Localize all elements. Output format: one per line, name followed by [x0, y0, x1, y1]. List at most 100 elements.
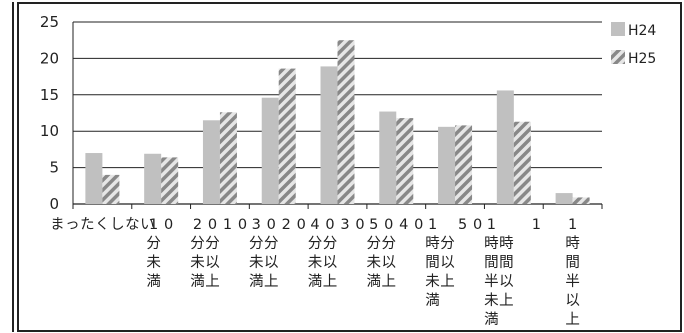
category-label-char: 未 — [146, 254, 161, 271]
category-label-char: 満 — [367, 273, 382, 290]
bar-h24-2 — [202, 120, 220, 204]
category-label-char: 1 — [532, 217, 541, 233]
category-label-char: 半 — [484, 273, 499, 290]
category-label-char: な — [125, 216, 140, 233]
category-label-char: 2 — [282, 217, 291, 233]
category-label-char: 以 — [440, 255, 455, 271]
category-label-char: っ — [65, 217, 80, 233]
category-label-char: 時 — [484, 235, 499, 252]
category-label-char: 0 — [325, 217, 334, 233]
category-label-char: 5 — [458, 217, 467, 233]
bar-h24-4 — [320, 66, 338, 204]
category-label-char: ま — [50, 217, 64, 233]
bar-h25-1 — [161, 157, 179, 204]
y-tick-label: 20 — [40, 49, 59, 67]
category-label-char: 未 — [425, 273, 440, 290]
category-label-char: 未 — [484, 292, 499, 309]
category-label-char: 間 — [565, 255, 580, 271]
category-label-char: 以 — [382, 255, 397, 271]
category-label-char: 5 — [369, 217, 378, 233]
category-label-char: 0 — [208, 217, 217, 233]
category-label-char: 3 — [340, 217, 349, 233]
category-label-char: 以 — [565, 293, 580, 309]
category-label-char: 分 — [308, 235, 323, 252]
category-label-char: 分 — [323, 235, 338, 252]
category-label-char: 0 — [238, 217, 247, 233]
bar-h24-3 — [261, 97, 279, 204]
legend-swatch-h25 — [611, 50, 625, 64]
y-tick-label: 10 — [40, 122, 59, 140]
category-label-char: 4 — [399, 217, 408, 233]
category-label-char: 満 — [249, 273, 264, 290]
chart-frame: 0 5 10 15 20 25 まったくしない 1 0 分未満 2 0 1 0 分分未以満上 3 0 2 0 分分未以… — [17, 2, 682, 332]
category-label-char: 1 — [223, 217, 232, 233]
category-label-char: 分 — [205, 235, 220, 252]
bar-chart: 0510152025まったくしない1 0分未満2 0 1 0分 分未 以満 上3 0 2 0分 分未以… — [40, 13, 657, 328]
y-tick-label: 0 — [49, 195, 59, 213]
adjacent-panel-edge — [0, 2, 14, 332]
category-label-char: 分 — [440, 235, 455, 252]
category-label-char: し — [110, 217, 125, 233]
bar-h24-7 — [496, 90, 514, 204]
category-label-char: 1 — [487, 217, 496, 233]
category-label-char: 分 — [382, 235, 397, 252]
bar-h25-3 — [278, 68, 296, 204]
category-label-char: 間 — [499, 255, 514, 271]
category-label-char: く — [95, 217, 110, 233]
category-label-char: 間 — [425, 255, 440, 271]
bar-h25-2 — [219, 112, 237, 204]
bar-h24-8 — [555, 193, 573, 204]
category-label-char: 1 — [428, 217, 437, 233]
category-label-char: 上 — [264, 273, 279, 290]
category-label-char: 上 — [499, 292, 514, 309]
y-tick-label: 5 — [49, 159, 59, 177]
category-label-char: 0 — [473, 217, 482, 233]
category-label-char: 満 — [308, 273, 323, 290]
category-label-char: 上 — [440, 273, 455, 290]
category-label-char: 未 — [249, 254, 264, 271]
bar-h24-0 — [85, 153, 103, 204]
category-label-char: 1 — [149, 217, 158, 233]
legend-label-h24: H24 — [628, 23, 656, 39]
category-label-char: 満 — [425, 292, 440, 309]
category-label-char: 0 — [414, 217, 423, 233]
category-label-char: 満 — [146, 273, 161, 290]
bar-h24-1 — [144, 153, 162, 204]
bar-h25-5 — [396, 118, 414, 204]
category-label-char: 0 — [267, 217, 276, 233]
category-label-char: 以 — [264, 255, 279, 271]
category-label-char: 上 — [323, 273, 338, 290]
y-tick-label: 25 — [40, 13, 59, 31]
category-label-char: 3 — [252, 217, 261, 233]
category-label-char: 上 — [565, 311, 580, 328]
bar-h25-0 — [102, 174, 120, 204]
category-label-char: 0 — [164, 217, 173, 233]
legend-swatch-h24 — [611, 22, 625, 36]
category-label-char: 間 — [484, 255, 499, 271]
category-label-char: い — [140, 217, 155, 233]
category-label-char: 0 — [355, 217, 364, 233]
bar-h25-6 — [455, 125, 473, 204]
category-label-char: 分 — [190, 235, 205, 252]
category-label-char: 時 — [499, 235, 514, 252]
category-label-char: た — [80, 216, 95, 233]
category-label-char: 以 — [323, 255, 338, 271]
category-label-char: 分 — [146, 235, 161, 252]
category-label-char: 時 — [425, 235, 440, 252]
category-label-char: 以 — [499, 274, 514, 290]
category-label-char: 以 — [205, 255, 220, 271]
bar-h25-7 — [513, 121, 531, 204]
category-label-char: 上 — [382, 273, 397, 290]
category-label-char: 2 — [193, 217, 202, 233]
category-label-char: 未 — [367, 254, 382, 271]
category-label-char: 0 — [297, 217, 306, 233]
bar-h25-4 — [337, 40, 355, 205]
legend-label-h25: H25 — [628, 51, 656, 67]
category-label-char: 半 — [565, 273, 580, 290]
bar-h25-8 — [572, 197, 590, 204]
bar-h24-5 — [379, 111, 397, 204]
y-tick-label: 15 — [40, 86, 59, 104]
category-label-char: 未 — [190, 254, 205, 271]
category-label-char: 4 — [310, 217, 319, 233]
bar-h24-6 — [438, 126, 456, 204]
